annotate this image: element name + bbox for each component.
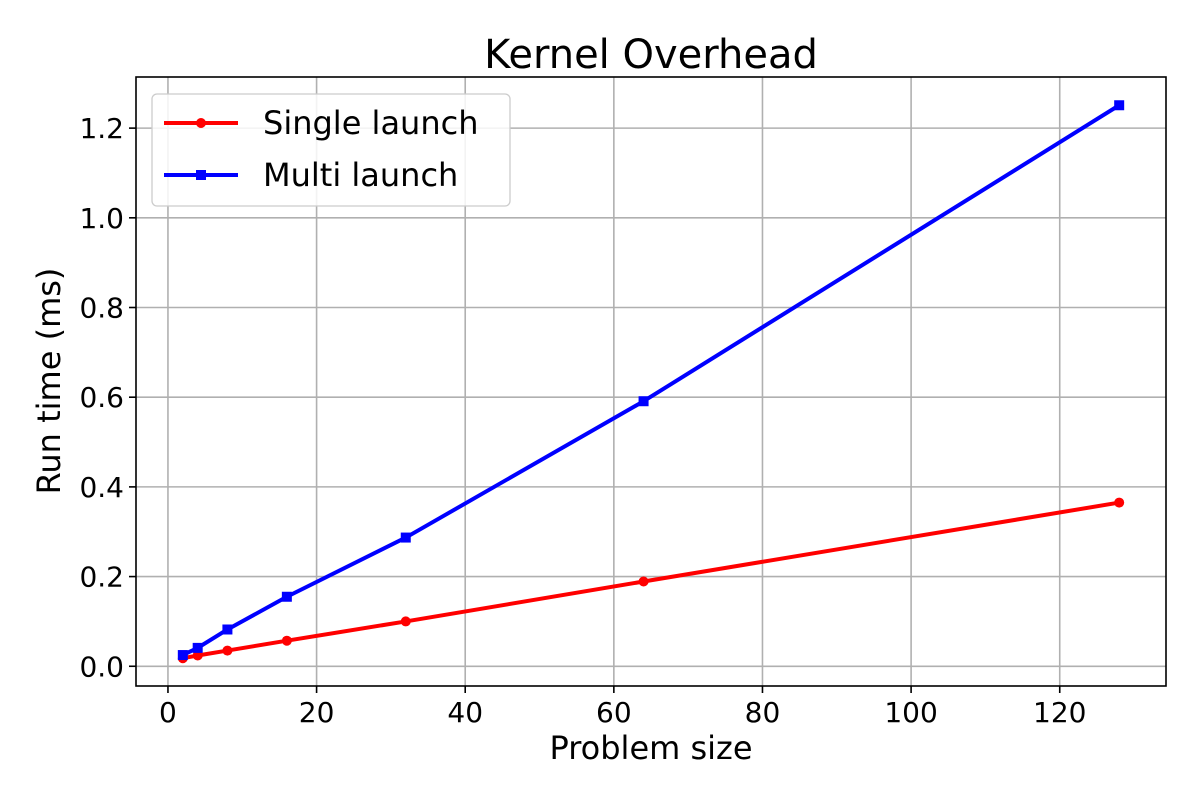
y-tick-label: 0.2: [79, 561, 124, 594]
data-point-multi-launch: [638, 396, 649, 407]
data-point-multi-launch: [222, 624, 233, 635]
data-point-multi-launch: [192, 642, 203, 653]
x-tick-label: 40: [447, 696, 483, 729]
x-tick-label: 100: [884, 696, 937, 729]
series-layer: [177, 100, 1125, 664]
x-axis-ticks: 0 20 40 60 80 100 120: [159, 686, 1086, 729]
data-point-single-launch: [400, 616, 411, 627]
data-point-single-launch: [192, 650, 203, 661]
y-tick-label: 1.0: [79, 202, 124, 235]
x-tick-label: 80: [745, 696, 781, 729]
x-tick-label: 60: [596, 696, 632, 729]
data-point-single-launch: [222, 645, 233, 656]
x-tick-label: 20: [299, 696, 335, 729]
x-axis-label: Problem size: [549, 729, 752, 767]
data-point-single-launch: [281, 635, 292, 646]
legend-label-multi-launch: Multi launch: [263, 156, 458, 194]
plot-frame: [135, 76, 1167, 687]
data-point-multi-launch: [281, 591, 292, 602]
y-axis-ticks: 0.0 0.2 0.4 0.6 0.8 1.0 1.2: [79, 112, 136, 683]
legend-label-single-launch: Single launch: [263, 104, 478, 142]
grid: [136, 77, 1166, 686]
data-point-multi-launch: [400, 532, 411, 543]
data-point-multi-launch: [1114, 100, 1125, 111]
y-tick-label: 0.6: [79, 381, 124, 414]
y-axis-label: Run time (ms): [30, 268, 68, 495]
legend-marker-single-launch: [196, 118, 206, 128]
legend: Single launch Multi launch: [151, 93, 511, 207]
x-tick-label: 0: [159, 696, 177, 729]
x-tick-label: 120: [1033, 696, 1086, 729]
data-point-multi-launch: [177, 650, 188, 661]
chart-title: Kernel Overhead: [484, 32, 818, 78]
y-tick-label: 1.2: [79, 112, 124, 145]
y-tick-label: 0.4: [79, 471, 124, 504]
series-multi-launch: [177, 100, 1125, 661]
y-tick-label: 0.8: [79, 292, 124, 325]
legend-box: [151, 93, 511, 207]
legend-marker-multi-launch: [196, 170, 206, 180]
data-point-single-launch: [1114, 497, 1125, 508]
y-tick-label: 0.0: [79, 650, 124, 683]
data-point-single-launch: [638, 576, 649, 587]
